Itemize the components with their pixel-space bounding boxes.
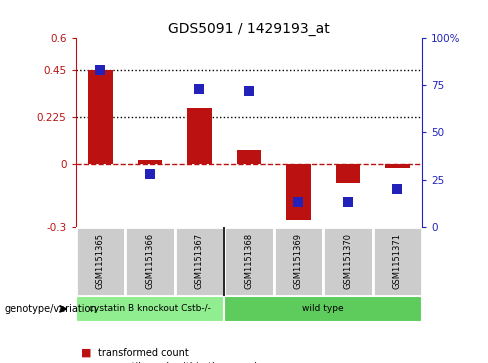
Point (245, 88, 253, 94)
Text: GSM1151368: GSM1151368 (244, 233, 253, 289)
Text: GSM1151369: GSM1151369 (294, 233, 303, 289)
Bar (125, 227, 175, 296)
Point (97, 67, 104, 73)
Bar (76, 296, 224, 322)
Text: percentile rank within the sample: percentile rank within the sample (98, 362, 263, 363)
Bar (385, 164, 410, 168)
Bar (88, 70, 113, 164)
Point (344, 199, 352, 205)
Text: GSM1151367: GSM1151367 (195, 233, 204, 289)
Text: GSM1151370: GSM1151370 (344, 233, 352, 289)
Bar (224, 296, 422, 322)
Bar (373, 227, 422, 296)
Bar (224, 227, 274, 296)
Point (146, 171, 154, 177)
Text: GSM1151366: GSM1151366 (145, 233, 154, 289)
Text: transformed count: transformed count (98, 348, 188, 358)
Bar (175, 227, 224, 296)
Point (196, 86, 203, 92)
Title: GDS5091 / 1429193_at: GDS5091 / 1429193_at (168, 22, 330, 36)
Bar (274, 227, 323, 296)
Point (294, 199, 302, 205)
Text: wild type: wild type (302, 305, 344, 313)
Text: ■: ■ (81, 348, 91, 358)
Bar (76, 227, 125, 296)
Bar (237, 150, 261, 164)
Bar (187, 109, 212, 164)
Bar (323, 227, 373, 296)
Bar (286, 164, 311, 220)
Text: GSM1151365: GSM1151365 (96, 233, 105, 289)
Text: ■: ■ (81, 362, 91, 363)
Text: GSM1151371: GSM1151371 (393, 233, 402, 289)
Text: genotype/variation: genotype/variation (5, 304, 98, 314)
Bar (336, 164, 360, 183)
Bar (138, 160, 162, 164)
Point (393, 186, 401, 192)
Text: cystatin B knockout Cstb-/-: cystatin B knockout Cstb-/- (89, 305, 211, 313)
